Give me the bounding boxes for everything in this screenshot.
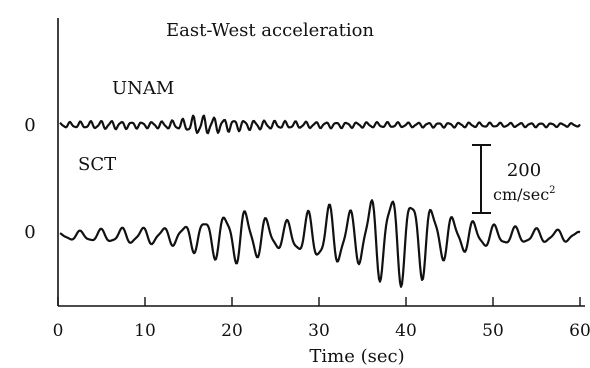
series-label-unam: UNAM bbox=[112, 78, 174, 99]
x-tick-label: 0 bbox=[53, 321, 64, 341]
x-tick-label: 30 bbox=[308, 321, 330, 341]
x-tick-label: 10 bbox=[134, 321, 156, 341]
x-tick-label: 50 bbox=[482, 321, 504, 341]
x-tick-label: 40 bbox=[395, 321, 417, 341]
x-tick-label: 60 bbox=[569, 321, 590, 341]
trace-sct bbox=[59, 199, 581, 288]
x-axis-label: Time (sec) bbox=[309, 346, 404, 367]
chart-title: East-West acceleration bbox=[166, 20, 374, 41]
baseline-label-unam: 0 bbox=[24, 115, 35, 136]
baseline-label-sct: 0 bbox=[24, 222, 35, 243]
scale-bar bbox=[472, 144, 491, 214]
scale-bar-unit: cm/sec2 bbox=[493, 185, 556, 204]
scale-bar-unit-sup: 2 bbox=[549, 185, 555, 196]
series-label-sct: SCT bbox=[78, 154, 116, 175]
x-tick-label: 20 bbox=[221, 321, 243, 341]
trace-unam bbox=[59, 114, 581, 135]
scale-bar-value: 200 bbox=[507, 160, 541, 181]
scale-bar-unit-base: cm/sec bbox=[493, 185, 549, 204]
